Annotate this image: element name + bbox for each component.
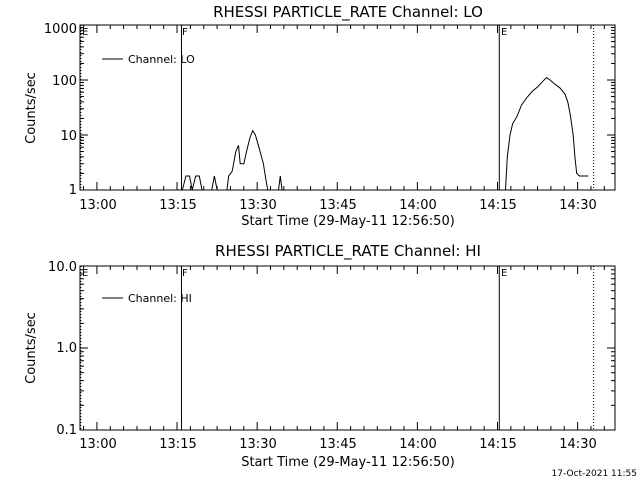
series-line-segment [278,175,283,191]
marker-label: E [501,27,507,38]
x-tick-label: 14:15 [479,198,516,213]
legend-label-hi: Channel: HI [128,292,192,305]
x-tick-label: 13:30 [239,437,276,452]
x-tick-label: 13:30 [239,198,276,213]
x-axis-label-hi: Start Time (29-May-11 12:56:50) [241,455,455,470]
marker-label: E [501,268,507,279]
x-tick-label: 13:00 [79,198,116,213]
y-tick-labels-hi: 0.1 1.0 10.0 [48,260,77,438]
x-tick-label: 14:30 [559,198,596,213]
legend-label-lo: Channel: LO [128,53,195,66]
series-line-segment [505,77,589,191]
footer-timestamp: 17-Oct-2021 11:55 [552,469,637,479]
y-tick-label: 10.0 [48,260,77,275]
y-tick-label: 10 [60,129,77,144]
y-tick-label: 1.0 [56,341,77,356]
y-tick-label: 1 [69,183,77,198]
marker-label: F [182,268,188,279]
x-tick-label: 14:00 [399,198,436,213]
chart-title-lo: RHESSI PARTICLE_RATE Channel: LO [213,3,483,22]
panel-hi: RHESSI PARTICLE_RATE Channel: HI 13:00 1… [24,242,616,470]
x-tick-label: 13:00 [79,437,116,452]
x-tick-label: 13:45 [319,437,356,452]
y-axis-label-hi: Counts/sec [24,312,39,384]
series-line-segment [226,129,269,191]
marker-label: F [182,27,188,38]
plot-frame-hi [79,265,616,431]
panel-lo: RHESSI PARTICLE_RATE Channel: LO 13:00 1… [24,3,616,229]
y-tick-label: 0.1 [56,423,77,438]
x-tick-labels-lo: 13:00 13:15 13:30 13:45 14:00 14:15 14:3… [79,198,596,213]
y-tick-label: 1000 [44,22,77,37]
plot-frame-lo [79,24,616,191]
x-tick-label: 13:15 [159,198,196,213]
x-tick-label: 14:00 [399,437,436,452]
x-tick-label: 14:15 [479,437,516,452]
x-axis-label-lo: Start Time (29-May-11 12:56:50) [241,214,455,229]
y-tick-label: 100 [52,74,77,89]
chart-title-hi: RHESSI PARTICLE_RATE Channel: HI [215,242,481,261]
marker-label: E [82,268,88,279]
x-tick-label: 13:45 [319,198,356,213]
y-axis-label-lo: Counts/sec [24,72,39,144]
x-tick-label: 14:30 [559,437,596,452]
series-line-segment [181,175,203,191]
marker-label: E [82,27,88,38]
x-tick-label: 13:15 [159,437,196,452]
y-tick-labels-lo: 1 10 100 1000 [44,22,77,198]
series-line-segment [211,175,218,191]
x-tick-labels-hi: 13:00 13:15 13:30 13:45 14:00 14:15 14:3… [79,437,596,452]
